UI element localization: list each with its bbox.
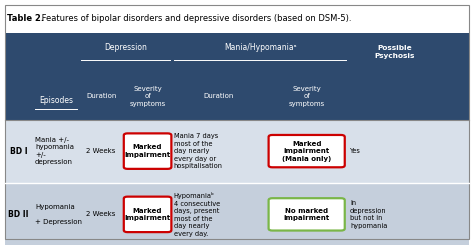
- Text: Duration: Duration: [86, 93, 116, 99]
- Bar: [5, 5, 469, 33]
- Text: Marked
Impairment: Marked Impairment: [125, 144, 171, 158]
- Text: Possible
Psychosis: Possible Psychosis: [375, 45, 415, 59]
- Text: 2 Weeks: 2 Weeks: [86, 148, 116, 154]
- FancyBboxPatch shape: [124, 197, 172, 232]
- Text: In
depression
but not in
hypomania: In depression but not in hypomania: [350, 200, 387, 229]
- Text: Table 2.: Table 2.: [7, 14, 44, 23]
- Text: Features of bipolar disorders and depressive disorders (based on DSM-5).: Features of bipolar disorders and depres…: [39, 14, 351, 23]
- Text: No marked
impairment: No marked impairment: [283, 208, 330, 221]
- Text: Marked
Impairment: Marked Impairment: [125, 208, 171, 221]
- FancyBboxPatch shape: [124, 133, 172, 169]
- Text: 2 Weeks: 2 Weeks: [86, 211, 116, 217]
- Text: Mania/Hypomaniaᵃ: Mania/Hypomaniaᵃ: [224, 43, 297, 52]
- Bar: [5, 33, 469, 120]
- Bar: [5, 183, 469, 245]
- Text: Hypomania

+ Depression: Hypomania + Depression: [35, 204, 82, 225]
- FancyBboxPatch shape: [269, 198, 345, 231]
- Text: Hypomaniaᵇ
4 consecutive
days, present
most of the
day nearly
every day.: Hypomaniaᵇ 4 consecutive days, present m…: [174, 192, 220, 237]
- Text: BD II: BD II: [9, 210, 29, 219]
- Text: Severity
of
symptoms: Severity of symptoms: [129, 86, 166, 107]
- Text: Depression: Depression: [104, 43, 147, 52]
- Text: Episodes: Episodes: [39, 96, 73, 105]
- Text: Mania +/-
hypomania
+/-
depression: Mania +/- hypomania +/- depression: [35, 137, 74, 165]
- Text: Yes: Yes: [350, 148, 361, 154]
- Text: Severity
of
symptoms: Severity of symptoms: [289, 86, 325, 107]
- Text: BD I: BD I: [10, 147, 27, 156]
- Text: Duration: Duration: [203, 93, 234, 99]
- FancyBboxPatch shape: [269, 135, 345, 167]
- Text: Mania 7 days
most of the
day nearly
every day or
hospitalisation: Mania 7 days most of the day nearly ever…: [174, 133, 223, 169]
- Bar: [5, 120, 469, 183]
- Text: Marked
impairment
(Mania only): Marked impairment (Mania only): [282, 141, 331, 162]
